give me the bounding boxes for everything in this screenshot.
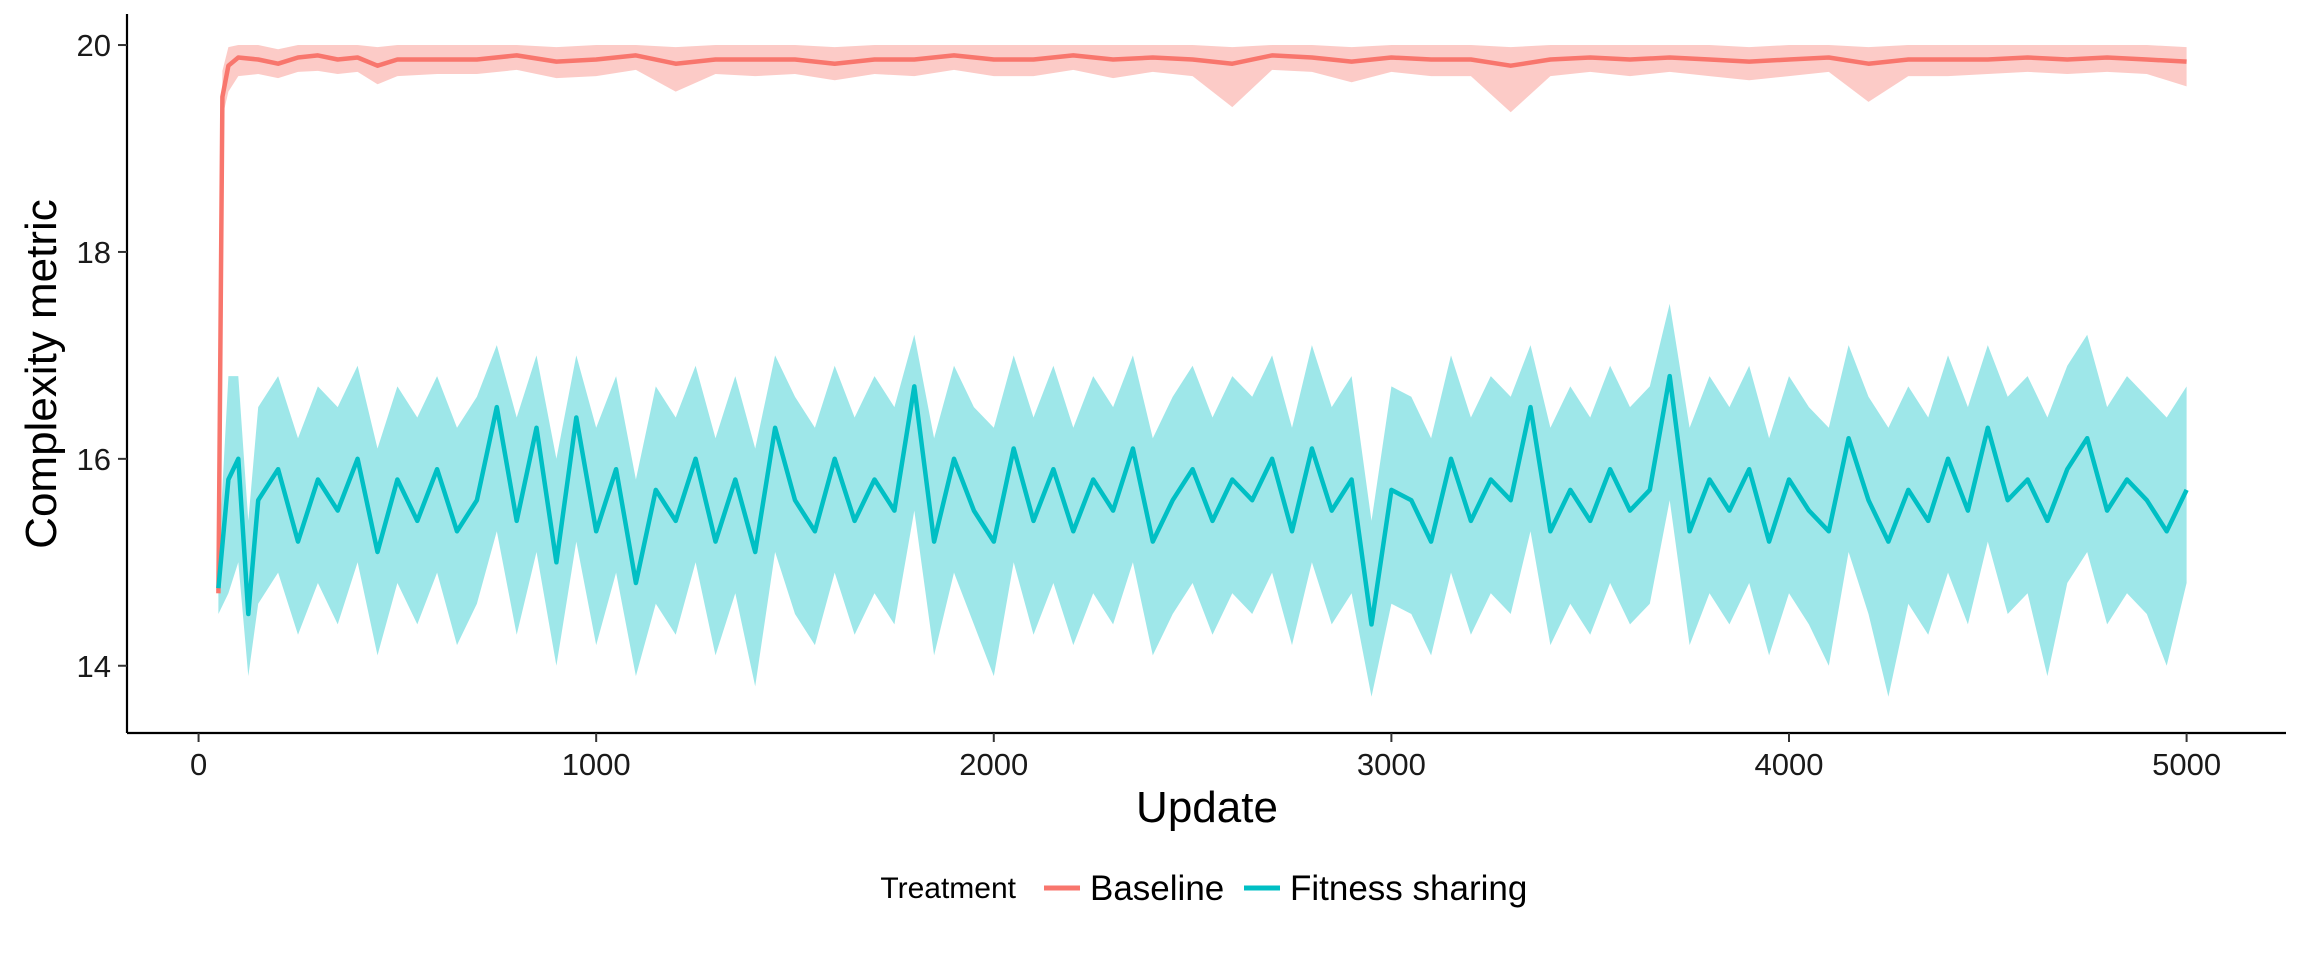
legend-label-fitness-sharing: Fitness sharing	[1290, 869, 1527, 908]
x-tick-label: 2000	[959, 747, 1028, 782]
x-tick-label: 3000	[1357, 747, 1426, 782]
y-axis-ticks: 14 16 18 20	[77, 28, 127, 684]
y-tick-label: 18	[77, 235, 111, 270]
x-axis-title: Update	[1136, 783, 1278, 832]
x-tick-label: 0	[190, 747, 207, 782]
y-tick-label: 16	[77, 442, 111, 477]
series-line-baseline	[216, 53, 2187, 594]
ribbon-layer	[218, 45, 2187, 697]
y-axis-title: Complexity metric	[17, 199, 66, 549]
legend-title: Treatment	[880, 872, 1016, 905]
legend-label-baseline: Baseline	[1090, 869, 1224, 908]
legend: Treatment Baseline Fitness sharing	[880, 869, 1527, 908]
x-axis-ticks: 0 1000 2000 3000 4000 5000	[190, 733, 2221, 782]
x-tick-label: 1000	[562, 747, 631, 782]
y-tick-label: 14	[77, 649, 111, 684]
y-tick-label: 20	[77, 28, 111, 63]
series-line-layer	[216, 53, 2189, 627]
x-tick-label: 4000	[1755, 747, 1824, 782]
x-tick-label: 5000	[2152, 747, 2221, 782]
series-line-fitness-sharing	[216, 373, 2189, 627]
